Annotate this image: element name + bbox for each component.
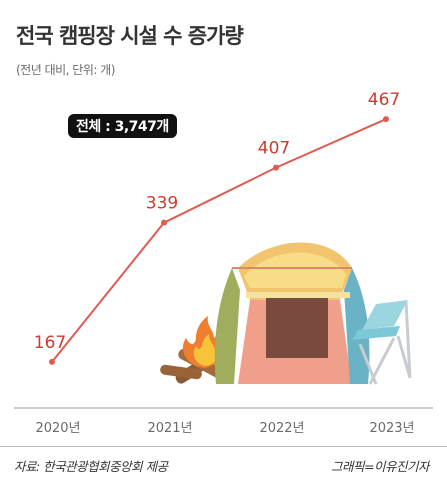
tent-illustration <box>214 242 370 384</box>
data-label: 407 <box>258 139 290 159</box>
x-tick-label: 2023년 <box>369 421 414 436</box>
data-label: 467 <box>368 90 400 110</box>
chart-subtitle: (전년 대비, 단위: 개) <box>16 63 115 77</box>
camping-chair-illustration <box>352 300 412 385</box>
x-tick-label: 2022년 <box>259 421 304 436</box>
x-tick-label: 2021년 <box>147 421 192 436</box>
credit-text: 그래픽=이유진기자 <box>331 459 429 474</box>
data-label: 339 <box>146 194 178 214</box>
data-point <box>49 358 55 365</box>
total-badge: 전체 : 3,747개 <box>68 114 177 138</box>
x-tick-label: 2020년 <box>35 421 80 436</box>
data-point <box>273 164 279 171</box>
footer: 자료: 한국관광협회중앙회 제공 그래픽=이유진기자 <box>0 446 447 500</box>
camping-illustration <box>160 242 412 385</box>
series-line <box>51 118 387 363</box>
data-label: 167 <box>34 333 66 353</box>
data-point <box>161 219 167 226</box>
chart-title: 전국 캠핑장 시설 수 증가량 <box>16 24 244 48</box>
source-text: 자료: 한국관광협회중앙회 제공 <box>14 459 168 474</box>
data-point <box>383 116 389 123</box>
chart-marks: 167 2020년 339 2021년 407 2022년 467 2023년 <box>34 90 415 436</box>
